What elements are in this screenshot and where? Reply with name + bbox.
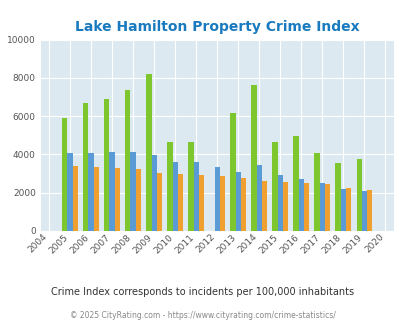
Bar xyxy=(272,142,277,231)
Bar xyxy=(240,178,245,231)
Bar xyxy=(340,189,345,231)
Bar xyxy=(219,177,224,231)
Text: © 2025 CityRating.com - https://www.cityrating.com/crime-statistics/: © 2025 CityRating.com - https://www.city… xyxy=(70,311,335,320)
Text: Crime Index corresponds to incidents per 100,000 inhabitants: Crime Index corresponds to incidents per… xyxy=(51,287,354,297)
Bar xyxy=(156,173,162,231)
Bar xyxy=(356,159,361,231)
Bar xyxy=(177,174,183,231)
Bar xyxy=(314,153,319,231)
Bar xyxy=(94,167,99,231)
Bar xyxy=(193,162,198,231)
Bar xyxy=(88,153,94,231)
Bar xyxy=(172,162,177,231)
Bar xyxy=(130,151,135,231)
Bar xyxy=(251,84,256,231)
Bar xyxy=(361,191,366,231)
Bar xyxy=(109,151,115,231)
Bar xyxy=(214,167,219,231)
Bar xyxy=(282,182,288,231)
Bar xyxy=(256,165,261,231)
Bar xyxy=(104,99,109,231)
Bar xyxy=(151,155,156,231)
Bar xyxy=(146,74,151,231)
Bar xyxy=(72,166,78,231)
Bar xyxy=(335,163,340,231)
Bar xyxy=(230,113,235,231)
Bar xyxy=(67,153,72,231)
Bar xyxy=(83,103,88,231)
Bar xyxy=(125,90,130,231)
Bar xyxy=(198,176,204,231)
Bar xyxy=(235,172,240,231)
Bar xyxy=(345,188,350,231)
Bar xyxy=(62,118,67,231)
Bar xyxy=(366,190,371,231)
Bar xyxy=(188,142,193,231)
Bar xyxy=(261,181,266,231)
Bar xyxy=(324,184,329,231)
Bar xyxy=(319,183,324,231)
Bar xyxy=(277,176,282,231)
Bar xyxy=(303,183,309,231)
Bar xyxy=(115,168,119,231)
Bar xyxy=(293,136,298,231)
Title: Lake Hamilton Property Crime Index: Lake Hamilton Property Crime Index xyxy=(75,20,359,34)
Bar xyxy=(167,142,172,231)
Bar xyxy=(298,179,303,231)
Bar xyxy=(135,169,141,231)
